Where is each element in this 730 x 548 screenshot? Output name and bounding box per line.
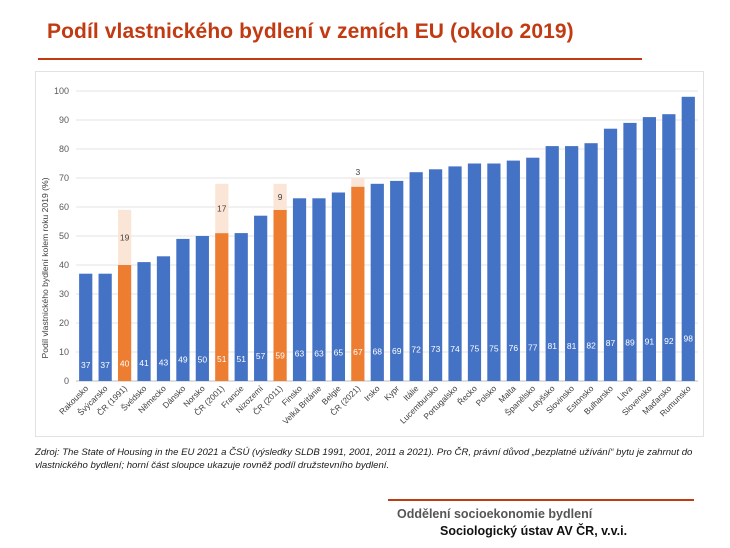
bar-value-label: 72 [411, 345, 421, 355]
bar-value-label: 37 [100, 360, 110, 370]
bar-value-label: 68 [373, 346, 383, 356]
bar [195, 236, 209, 381]
bar-value-label: 81 [567, 341, 577, 351]
cooperative-value-label: 17 [217, 203, 227, 213]
bar [370, 183, 384, 381]
bar-cz [117, 265, 132, 381]
bar [331, 192, 346, 381]
bar-value-label: 43 [159, 357, 169, 367]
bar-value-label: 63 [314, 349, 324, 359]
cooperative-value-label: 3 [355, 167, 360, 177]
bar [137, 262, 151, 381]
bar [526, 157, 540, 381]
bar [428, 169, 443, 381]
bar [487, 163, 501, 381]
bar-cz-cooperative [273, 183, 287, 210]
y-tick-label: 20 [59, 318, 69, 328]
bar-value-label: 92 [664, 336, 674, 346]
bar [584, 143, 598, 381]
bar [390, 180, 404, 381]
bar-value-label: 69 [392, 346, 402, 356]
y-tick-label: 60 [59, 202, 69, 212]
bar [98, 273, 112, 381]
bar-value-label: 40 [120, 359, 130, 369]
footer-department: Oddělení socioekonomie bydlení [397, 507, 593, 521]
bar-value-label: 41 [139, 358, 149, 368]
bar [292, 198, 307, 381]
bar [603, 128, 618, 381]
bar [409, 172, 423, 381]
y-tick-label: 40 [59, 260, 69, 270]
bar-value-label: 63 [295, 349, 305, 359]
bar [681, 96, 695, 382]
bar-value-label: 82 [586, 340, 596, 350]
bar-value-label: 51 [236, 354, 246, 364]
title-underline [38, 58, 642, 60]
bar-value-label: 50 [198, 354, 208, 364]
bar [234, 233, 248, 381]
footer-rule [388, 499, 694, 501]
y-tick-label: 10 [59, 347, 69, 357]
bar [565, 146, 579, 381]
bar-chart: 0 10 20 30 40 50 60 70 80 90 100 37 37 40 19 41 43 49 50 5… [40, 86, 698, 426]
bar-value-label: 81 [547, 341, 557, 351]
bar [312, 198, 326, 381]
bar-value-label: 87 [606, 338, 616, 348]
y-tick-label: 50 [59, 231, 69, 241]
bars [79, 96, 695, 382]
bar-value-label: 37 [81, 360, 91, 370]
bar-value-label: 73 [431, 344, 441, 354]
y-tick-label: 90 [59, 115, 69, 125]
bar-cz-cooperative [215, 183, 229, 234]
chart-title: Podíl vlastnického bydlení v zemích EU (… [47, 20, 574, 43]
bar-value-label: 65 [334, 348, 344, 358]
source-note: Zdroj: The State of Housing in the EU 20… [35, 447, 693, 471]
bar-cz-cooperative [117, 209, 132, 265]
bar [662, 114, 676, 381]
bar [176, 238, 190, 381]
bar [156, 256, 171, 381]
bar-value-label: 75 [470, 343, 480, 353]
y-tick-label: 70 [59, 173, 69, 183]
bar-value-label: 98 [684, 333, 694, 343]
bar-cz-cooperative [351, 178, 365, 187]
bar-value-label: 74 [450, 344, 460, 354]
bar-value-label: 75 [489, 343, 499, 353]
bar-cz [273, 209, 287, 381]
cooperative-value-label: 19 [120, 232, 130, 242]
y-axis-ticks: 0 10 20 30 40 50 60 70 80 90 100 [54, 86, 69, 386]
cooperative-value-label: 9 [278, 192, 283, 202]
bar-value-label: 77 [528, 343, 538, 353]
bar-value-label: 59 [275, 350, 285, 360]
y-tick-label: 100 [54, 86, 69, 96]
bar-value-label: 51 [217, 354, 227, 364]
y-tick-label: 80 [59, 144, 69, 154]
bar-value-label: 76 [509, 343, 519, 353]
bar [642, 117, 657, 381]
bar-value-label: 57 [256, 351, 266, 361]
bar-cz [215, 233, 229, 381]
x-tick-label: Polsko [474, 383, 499, 408]
bar [623, 122, 637, 382]
bar [467, 163, 482, 381]
bar-cz [351, 186, 365, 381]
footer-institute: Sociologický ústav AV ČR, v.v.i. [440, 524, 628, 538]
bar [545, 146, 559, 381]
data-labels: 37 37 40 19 41 43 49 50 51 17 51 57 59 9 63 63 65 67 3 68 69… [81, 167, 693, 370]
y-tick-label: 0 [64, 376, 69, 386]
y-tick-label: 30 [59, 289, 69, 299]
bar-value-label: 91 [645, 336, 655, 346]
y-axis-label: Podíl vlastnického bydlení kolem roku 20… [40, 177, 50, 358]
bar [254, 215, 268, 381]
x-tick-label: Irsko [362, 383, 382, 403]
bar [79, 273, 93, 381]
x-tick-label: Kypr [382, 383, 401, 402]
bar-value-label: 49 [178, 355, 188, 365]
bar-value-label: 67 [353, 347, 363, 357]
bar [448, 166, 462, 381]
bar [506, 160, 520, 381]
bar-value-label: 89 [625, 337, 635, 347]
